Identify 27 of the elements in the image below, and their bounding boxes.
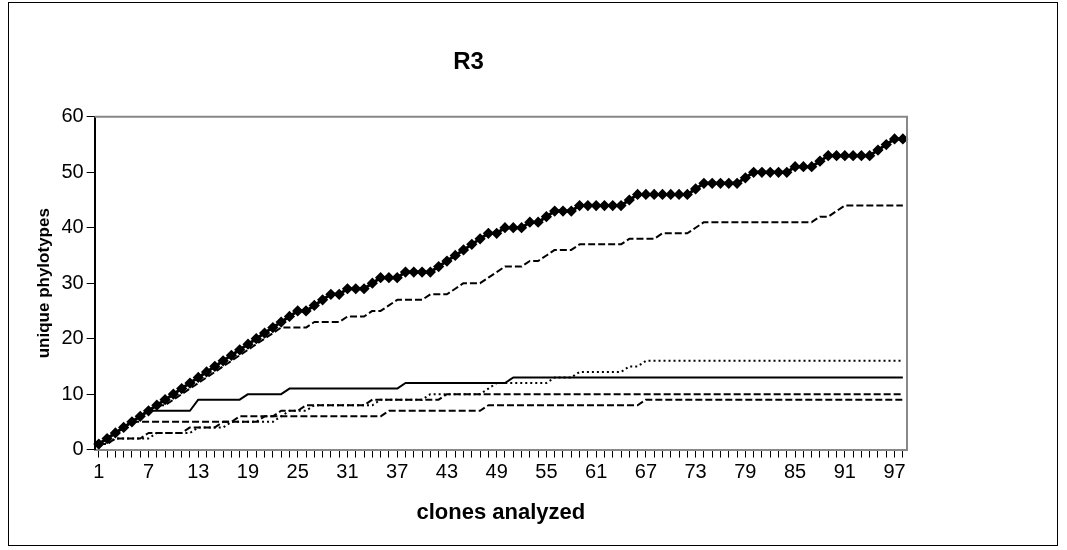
y-tick-label: 10	[61, 381, 84, 404]
x-tick-label: 7	[142, 460, 155, 483]
x-tick-label: 19	[236, 460, 260, 483]
x-tick-label: 73	[684, 460, 707, 483]
x-tick-label: 91	[833, 460, 856, 483]
x-tick-label: 1	[93, 460, 105, 483]
y-tick-label: 20	[61, 326, 84, 349]
x-tick-label: 61	[585, 460, 608, 483]
x-tick-label: 13	[187, 460, 210, 483]
x-tick-label: 97	[883, 460, 906, 483]
x-tick-label: 49	[485, 460, 508, 483]
x-tick-label: 31	[336, 460, 359, 483]
y-axis-title: unique phylotypes	[33, 208, 53, 359]
y-tick-label: 0	[72, 437, 84, 460]
x-tick-label: 25	[286, 460, 309, 483]
x-tick-label: 85	[783, 460, 807, 483]
x-tick-label: 37	[386, 460, 409, 483]
y-tick-label: 40	[61, 215, 84, 238]
chart-title: R3	[453, 47, 484, 75]
x-axis-title: clones analyzed	[416, 498, 586, 524]
x-tick-label: 79	[734, 460, 757, 483]
y-tick-label: 50	[61, 159, 84, 182]
y-tick-label: 60	[61, 104, 84, 127]
x-tick-label: 43	[435, 460, 459, 483]
y-tick-label: 30	[61, 270, 84, 293]
x-tick-label: 67	[634, 460, 658, 483]
x-tick-label: 55	[535, 460, 558, 483]
